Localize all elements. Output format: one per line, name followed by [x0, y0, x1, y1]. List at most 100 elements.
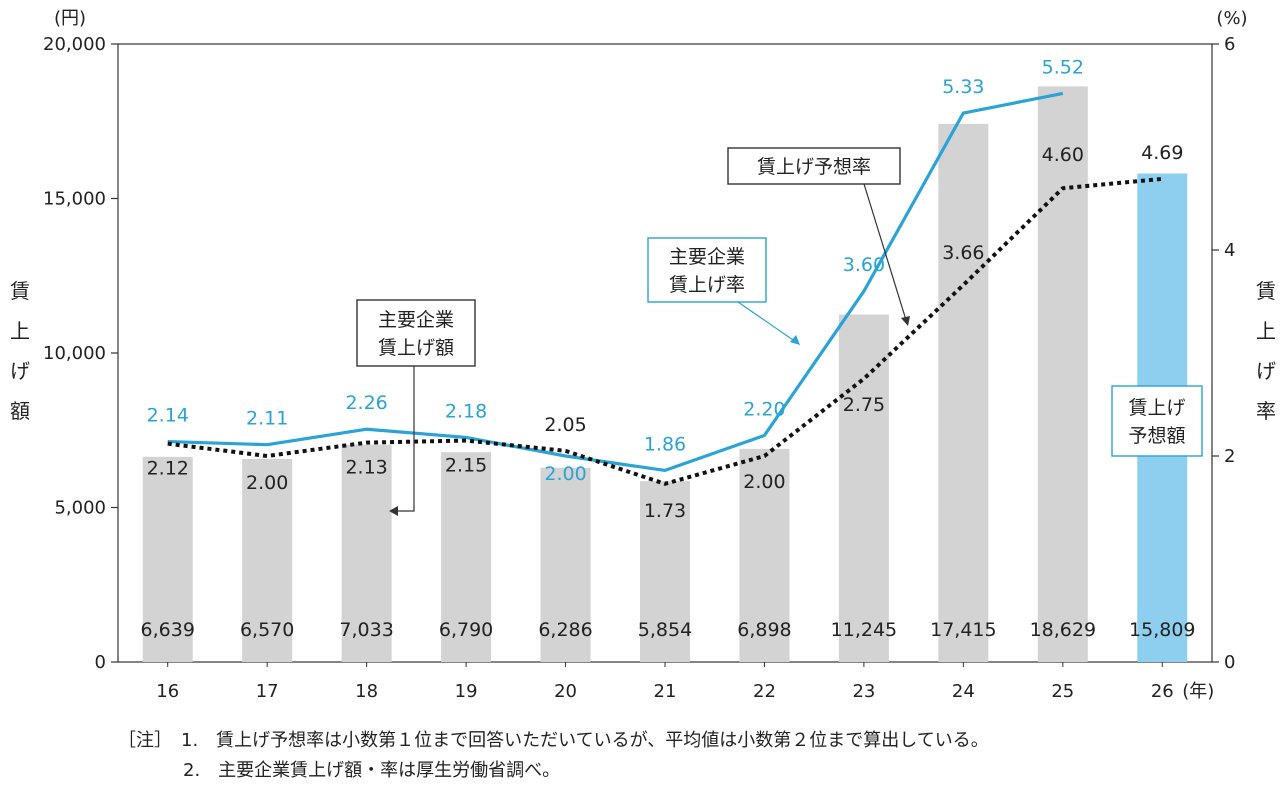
left-axis-title-char: げ — [10, 359, 30, 383]
bar-value-label: 6,790 — [439, 619, 493, 641]
bar-value-label: 15,809 — [1129, 619, 1195, 641]
right-axis-unit: (%) — [1216, 8, 1247, 29]
actual-rate-label: 2.00 — [544, 463, 586, 485]
amount-callout-arrow — [389, 506, 398, 516]
forecast-rate-label: 3.66 — [942, 242, 984, 264]
x-tick-label: 18 — [355, 681, 378, 702]
amount-callout-text: 賃上げ額 — [378, 337, 454, 359]
x-tick-label: 19 — [455, 681, 478, 702]
bar-value-label: 6,898 — [737, 619, 791, 641]
actual-rate-line — [167, 91, 1064, 473]
x-tick-label: 25 — [1051, 681, 1074, 702]
bar — [739, 448, 790, 662]
right-tick-label: 4 — [1224, 240, 1235, 261]
left-axis-title-char: 上 — [10, 319, 30, 343]
bar — [640, 481, 690, 662]
x-tick-label: 20 — [554, 681, 577, 702]
actual-rate-callout-text: 賃上げ率 — [669, 274, 745, 296]
right-tick-label: 6 — [1224, 34, 1235, 55]
bar — [441, 452, 492, 662]
actual-rate-label: 2.20 — [743, 398, 785, 420]
bar — [938, 123, 989, 662]
bar — [540, 467, 591, 662]
x-tick-label: 16 — [156, 681, 179, 702]
left-axis-unit: (円) — [54, 8, 86, 29]
left-tick-label: 10,000 — [43, 343, 106, 364]
right-axis-title-char: 賃 — [1256, 279, 1276, 303]
forecast-rate-callout-text: 賃上げ予想率 — [757, 156, 871, 178]
left-axis-title-char: 賃 — [10, 279, 30, 303]
right-axis-title-char: 率 — [1256, 399, 1276, 423]
right-tick-label: 0 — [1224, 652, 1235, 673]
forecast-rate-callout-box — [727, 147, 901, 185]
bar-value-label: 17,415 — [930, 619, 996, 641]
left-tick-label: 5,000 — [54, 498, 106, 519]
x-tick-label: 21 — [654, 681, 677, 702]
forecast-rate-label: 2.13 — [345, 457, 387, 479]
bar-value-label: 6,570 — [240, 619, 294, 641]
forecast-rate-label: 4.60 — [1042, 144, 1084, 166]
right-axis-title-char: 上 — [1256, 319, 1276, 343]
bar-value-label: 18,629 — [1030, 619, 1096, 641]
labels-group: 6,639 6,570 7,033 6,790 6,286 5,854 6,898 11,24… — [141, 56, 1196, 641]
bar-value-label: 11,245 — [831, 619, 897, 641]
bar-value-label: 6,639 — [141, 619, 195, 641]
left-axis-title-char: 額 — [10, 399, 30, 423]
forecast-rate-label: 2.75 — [843, 394, 885, 416]
forecast-rate-callout-leader — [863, 183, 907, 321]
actual-rate-label: 2.14 — [147, 405, 189, 427]
forecast-rate-label: 2.05 — [544, 414, 586, 436]
actual-rate-label: 3.60 — [843, 254, 885, 276]
actual-rate-label: 2.26 — [345, 392, 387, 414]
actual-rate-label: 5.52 — [1042, 56, 1084, 78]
amount-callout-text: 主要企業 — [378, 309, 454, 331]
actual-rate-label: 2.18 — [445, 400, 487, 422]
x-tick-label: 23 — [852, 681, 875, 702]
right-tick-label: 2 — [1224, 446, 1235, 467]
forecast-rate-label: 2.00 — [246, 472, 288, 494]
forecast-amount-callout-text: 賃上げ — [1128, 397, 1185, 419]
note-2: 2. 主要企業賃上げ額・率は厚生労働省調べ。 — [183, 760, 560, 781]
left-tick-label: 15,000 — [43, 189, 106, 210]
amount-callout-leader — [396, 366, 415, 512]
forecast-rate-callout-arrow — [901, 316, 910, 326]
lines-group — [167, 91, 1163, 486]
actual-rate-label: 1.86 — [644, 433, 686, 455]
amount-callout-box — [356, 299, 476, 367]
bar — [341, 444, 392, 662]
forecast-rate-label: 1.73 — [644, 500, 686, 522]
x-tick-label: 22 — [753, 681, 776, 702]
forecast-rate-label: 2.15 — [445, 455, 487, 477]
bars-group — [142, 86, 1188, 663]
note-1: ［注］ 1. 賃上げ予想率は小数第１位まで回答いただいているが、平均値は小数第２… — [118, 730, 989, 751]
bar — [838, 314, 889, 662]
x-tick-label: 26 — [1151, 681, 1174, 702]
actual-rate-callout-arrow — [790, 335, 800, 345]
x-tick-label: 17 — [256, 681, 279, 702]
x-axis-unit: (年) — [1182, 681, 1214, 702]
notes-group: ［注］ 1. 賃上げ予想率は小数第１位まで回答いただいているが、平均値は小数第２… — [118, 730, 989, 781]
forecast-rate-label: 2.00 — [743, 471, 785, 493]
actual-rate-callout-box — [647, 237, 767, 303]
bar-value-label: 5,854 — [638, 619, 692, 641]
bar-value-label: 7,033 — [339, 619, 393, 641]
actual-rate-label: 2.11 — [246, 408, 288, 430]
actual-rate-callout-leader — [737, 301, 797, 343]
actual-rate-callout-text: 主要企業 — [669, 246, 745, 268]
bar-value-label: 6,286 — [538, 619, 592, 641]
bar — [242, 458, 293, 662]
forecast-rate-label: 4.69 — [1141, 142, 1183, 164]
forecast-amount-callout-text: 予想額 — [1128, 425, 1185, 447]
bar — [1037, 86, 1088, 663]
right-axis-title-char: げ — [1256, 359, 1276, 383]
forecast-amount-callout-box — [1111, 385, 1203, 457]
left-tick-label: 20,000 — [43, 34, 106, 55]
x-tick-label: 24 — [952, 681, 975, 702]
left-tick-label: 0 — [95, 652, 106, 673]
forecast-rate-label: 2.12 — [147, 458, 189, 480]
forecast-rate-line — [167, 176, 1163, 486]
